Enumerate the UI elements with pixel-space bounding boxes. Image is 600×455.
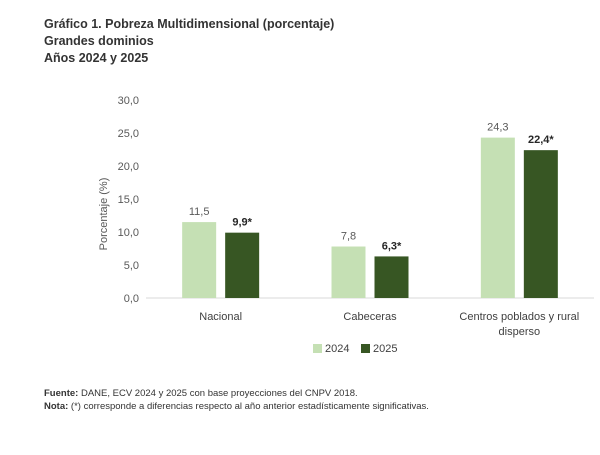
bar-2025-0 bbox=[225, 232, 260, 298]
bar-2024-0 bbox=[182, 222, 217, 298]
significance-note: Nota: (*) corresponde a diferencias resp… bbox=[44, 400, 429, 413]
y-tick-label: 10,0 bbox=[118, 227, 139, 239]
footnotes: Fuente: DANE, ECV 2024 y 2025 con base p… bbox=[44, 387, 429, 413]
legend-label-2024: 2024 bbox=[325, 343, 349, 355]
y-tick-label: 15,0 bbox=[118, 194, 139, 206]
legend-label-2025: 2025 bbox=[373, 343, 397, 355]
chart-subtitle-domains: Grandes dominios bbox=[44, 34, 154, 48]
chart-subtitle-years: Años 2024 y 2025 bbox=[44, 51, 149, 65]
x-category-label: Cabeceras bbox=[343, 311, 397, 323]
y-tick-label: 5,0 bbox=[124, 260, 139, 272]
x-category-label: Nacional bbox=[199, 311, 242, 323]
data-label-2025-1: 6,3* bbox=[382, 240, 402, 252]
bar-2025-1 bbox=[374, 256, 409, 298]
data-label-2024-2: 24,3 bbox=[487, 122, 508, 134]
y-tick-label: 25,0 bbox=[118, 128, 139, 140]
note-label: Nota: bbox=[44, 401, 69, 412]
y-axis-title: Porcentaje (%) bbox=[98, 178, 110, 251]
x-category-label: Centros poblados y rural bbox=[459, 311, 579, 323]
chart-title-block: Gráfico 1. Pobreza Multidimensional (por… bbox=[44, 16, 334, 67]
legend-swatch-2024 bbox=[313, 344, 322, 353]
x-category-label: disperso bbox=[499, 326, 541, 338]
y-tick-label: 30,0 bbox=[118, 95, 139, 107]
y-tick-label: 0,0 bbox=[124, 293, 139, 305]
bar-2025-2 bbox=[523, 150, 558, 298]
data-label-2024-0: 11,5 bbox=[189, 206, 210, 218]
bar-2024-1 bbox=[331, 246, 366, 298]
data-label-2025-0: 9,9* bbox=[232, 217, 252, 229]
source-text: DANE, ECV 2024 y 2025 con base proyeccio… bbox=[78, 388, 358, 399]
bar-2024-2 bbox=[480, 137, 515, 298]
data-label-2024-1: 7,8 bbox=[341, 231, 356, 243]
note-text: (*) corresponde a diferencias respecto a… bbox=[68, 401, 429, 412]
source-note: Fuente: DANE, ECV 2024 y 2025 con base p… bbox=[44, 387, 429, 400]
data-label-2025-2: 22,4* bbox=[528, 134, 554, 146]
chart-title: Gráfico 1. Pobreza Multidimensional (por… bbox=[44, 17, 335, 31]
legend-swatch-2025 bbox=[361, 344, 370, 353]
source-label: Fuente: bbox=[44, 388, 79, 399]
y-tick-label: 20,0 bbox=[118, 161, 139, 173]
